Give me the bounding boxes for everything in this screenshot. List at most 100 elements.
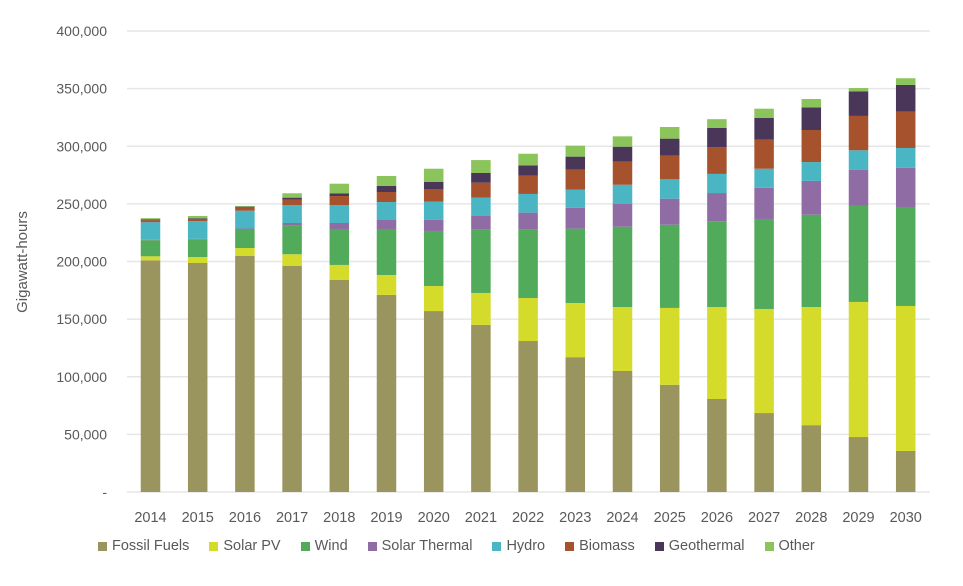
- bar-geothermal-2023: [565, 156, 586, 170]
- legend-swatch: [300, 541, 310, 551]
- bar-fossil-fuels-2026: [707, 398, 727, 492]
- x-tick-label: 2029: [842, 510, 874, 526]
- legend-item-wind: Wind: [300, 538, 348, 554]
- bar-hydro-2023: [565, 189, 586, 208]
- y-tick-label: 50,000: [64, 426, 107, 442]
- bar-other-2016: [235, 205, 255, 207]
- bar-solar-pv-2028: [801, 307, 822, 426]
- bar-hydro-2029: [848, 150, 869, 170]
- bar-solar-thermal-2017: [282, 223, 302, 226]
- y-axis-ticks: - 50,000 100,000 150,000 200,000 250,000 300,0…: [56, 23, 107, 500]
- bar-biomass-2029: [848, 115, 869, 151]
- bar-fossil-fuels-2027: [754, 413, 774, 492]
- bar-solar-thermal-2026: [707, 193, 727, 222]
- bar-other-2029: [848, 88, 869, 92]
- bar-solar-thermal-2021: [471, 215, 491, 230]
- y-tick-label: -: [102, 484, 107, 500]
- x-tick-label: 2024: [606, 510, 638, 526]
- bar-solar-thermal-2023: [565, 207, 586, 229]
- bar-hydro-2024: [612, 184, 633, 204]
- bar-solar-pv-2015: [187, 257, 208, 263]
- legend-item-fossil-fuels: Fossil Fuels: [98, 538, 189, 554]
- bar-wind-2018: [329, 228, 350, 265]
- bar-fossil-fuels-2021: [471, 324, 491, 492]
- y-tick-label: 200,000: [56, 254, 107, 270]
- bar-geothermal-2029: [848, 91, 869, 116]
- bar-solar-pv-2029: [848, 301, 869, 438]
- bar-geothermal-2014: [140, 219, 161, 221]
- x-tick-label: 2021: [465, 510, 497, 526]
- legend-swatch: [565, 541, 575, 551]
- bar-biomass-2021: [471, 182, 491, 198]
- y-tick-label: 100,000: [56, 369, 107, 385]
- bar-other-2027: [754, 108, 774, 119]
- bar-other-2017: [282, 193, 302, 198]
- bar-fossil-fuels-2024: [612, 370, 633, 492]
- bar-solar-thermal-2019: [376, 220, 397, 229]
- legend-label: Hydro: [506, 538, 546, 554]
- x-tick-label: 2019: [370, 510, 402, 526]
- bar-biomass-2026: [707, 147, 727, 174]
- bar-solar-thermal-2018: [329, 223, 350, 229]
- bar-solar-pv-2024: [612, 307, 633, 371]
- bar-biomass-2020: [423, 189, 444, 202]
- legend-swatch: [209, 541, 219, 551]
- legend-label: Wind: [314, 538, 348, 554]
- x-tick-label: 2014: [134, 510, 166, 526]
- legend-item-solar-pv: Solar PV: [209, 538, 281, 554]
- legend-label: Solar Thermal: [381, 538, 473, 554]
- bar-fossil-fuels-2019: [376, 294, 397, 492]
- bar-biomass-2019: [376, 192, 397, 203]
- bar-solar-thermal-2025: [659, 198, 680, 225]
- bar-wind-2021: [471, 229, 491, 293]
- bar-wind-2026: [707, 221, 727, 308]
- bar-solar-pv-2016: [235, 248, 255, 256]
- x-tick-label: 2028: [795, 510, 827, 526]
- bar-hydro-2027: [754, 168, 774, 188]
- bar-fossil-fuels-2030: [895, 450, 916, 492]
- bar-wind-2025: [659, 224, 680, 308]
- bar-other-2023: [565, 145, 586, 157]
- y-tick-label: 400,000: [56, 23, 107, 39]
- bar-geothermal-2024: [612, 146, 633, 162]
- bar-solar-pv-2018: [329, 264, 350, 280]
- bar-other-2018: [329, 183, 350, 194]
- legend-label: Solar PV: [223, 538, 281, 554]
- bar-geothermal-2030: [895, 84, 916, 112]
- bar-wind-2023: [565, 228, 586, 303]
- bar-other-2026: [707, 119, 727, 128]
- legend-label: Other: [778, 538, 815, 554]
- bar-biomass-2017: [282, 199, 302, 206]
- bar-solar-thermal-2027: [754, 187, 774, 219]
- bar-hydro-2017: [282, 205, 302, 224]
- bar-solar-thermal-2028: [801, 180, 822, 215]
- bar-solar-thermal-2024: [612, 203, 633, 227]
- legend-swatch: [764, 541, 774, 551]
- legend-swatch: [98, 541, 107, 551]
- bar-hydro-2028: [801, 162, 822, 181]
- bar-geothermal-2018: [329, 193, 350, 197]
- bar-geothermal-2021: [471, 172, 491, 183]
- bar-biomass-2025: [659, 155, 680, 180]
- bar-fossil-fuels-2022: [518, 341, 538, 492]
- bar-geothermal-2022: [518, 165, 538, 176]
- bar-solar-pv-2021: [471, 292, 491, 325]
- bar-hydro-2025: [659, 179, 680, 199]
- bar-geothermal-2027: [754, 118, 774, 140]
- bar-geothermal-2028: [801, 107, 822, 130]
- bar-biomass-2016: [235, 206, 255, 211]
- bar-solar-pv-2020: [423, 286, 444, 312]
- bar-wind-2027: [754, 218, 774, 309]
- x-tick-label: 2018: [323, 510, 355, 526]
- legend-item-geothermal: Geothermal: [654, 538, 745, 554]
- bar-wind-2029: [848, 205, 869, 302]
- bar-hydro-2019: [376, 202, 397, 221]
- bar-solar-thermal-2020: [423, 219, 444, 231]
- x-tick-label: 2020: [418, 510, 450, 526]
- bar-fossil-fuels-2014: [140, 260, 161, 492]
- bar-wind-2015: [187, 239, 208, 258]
- x-tick-label: 2023: [559, 510, 591, 526]
- legend-label: Fossil Fuels: [112, 538, 190, 554]
- bar-other-2022: [518, 153, 538, 166]
